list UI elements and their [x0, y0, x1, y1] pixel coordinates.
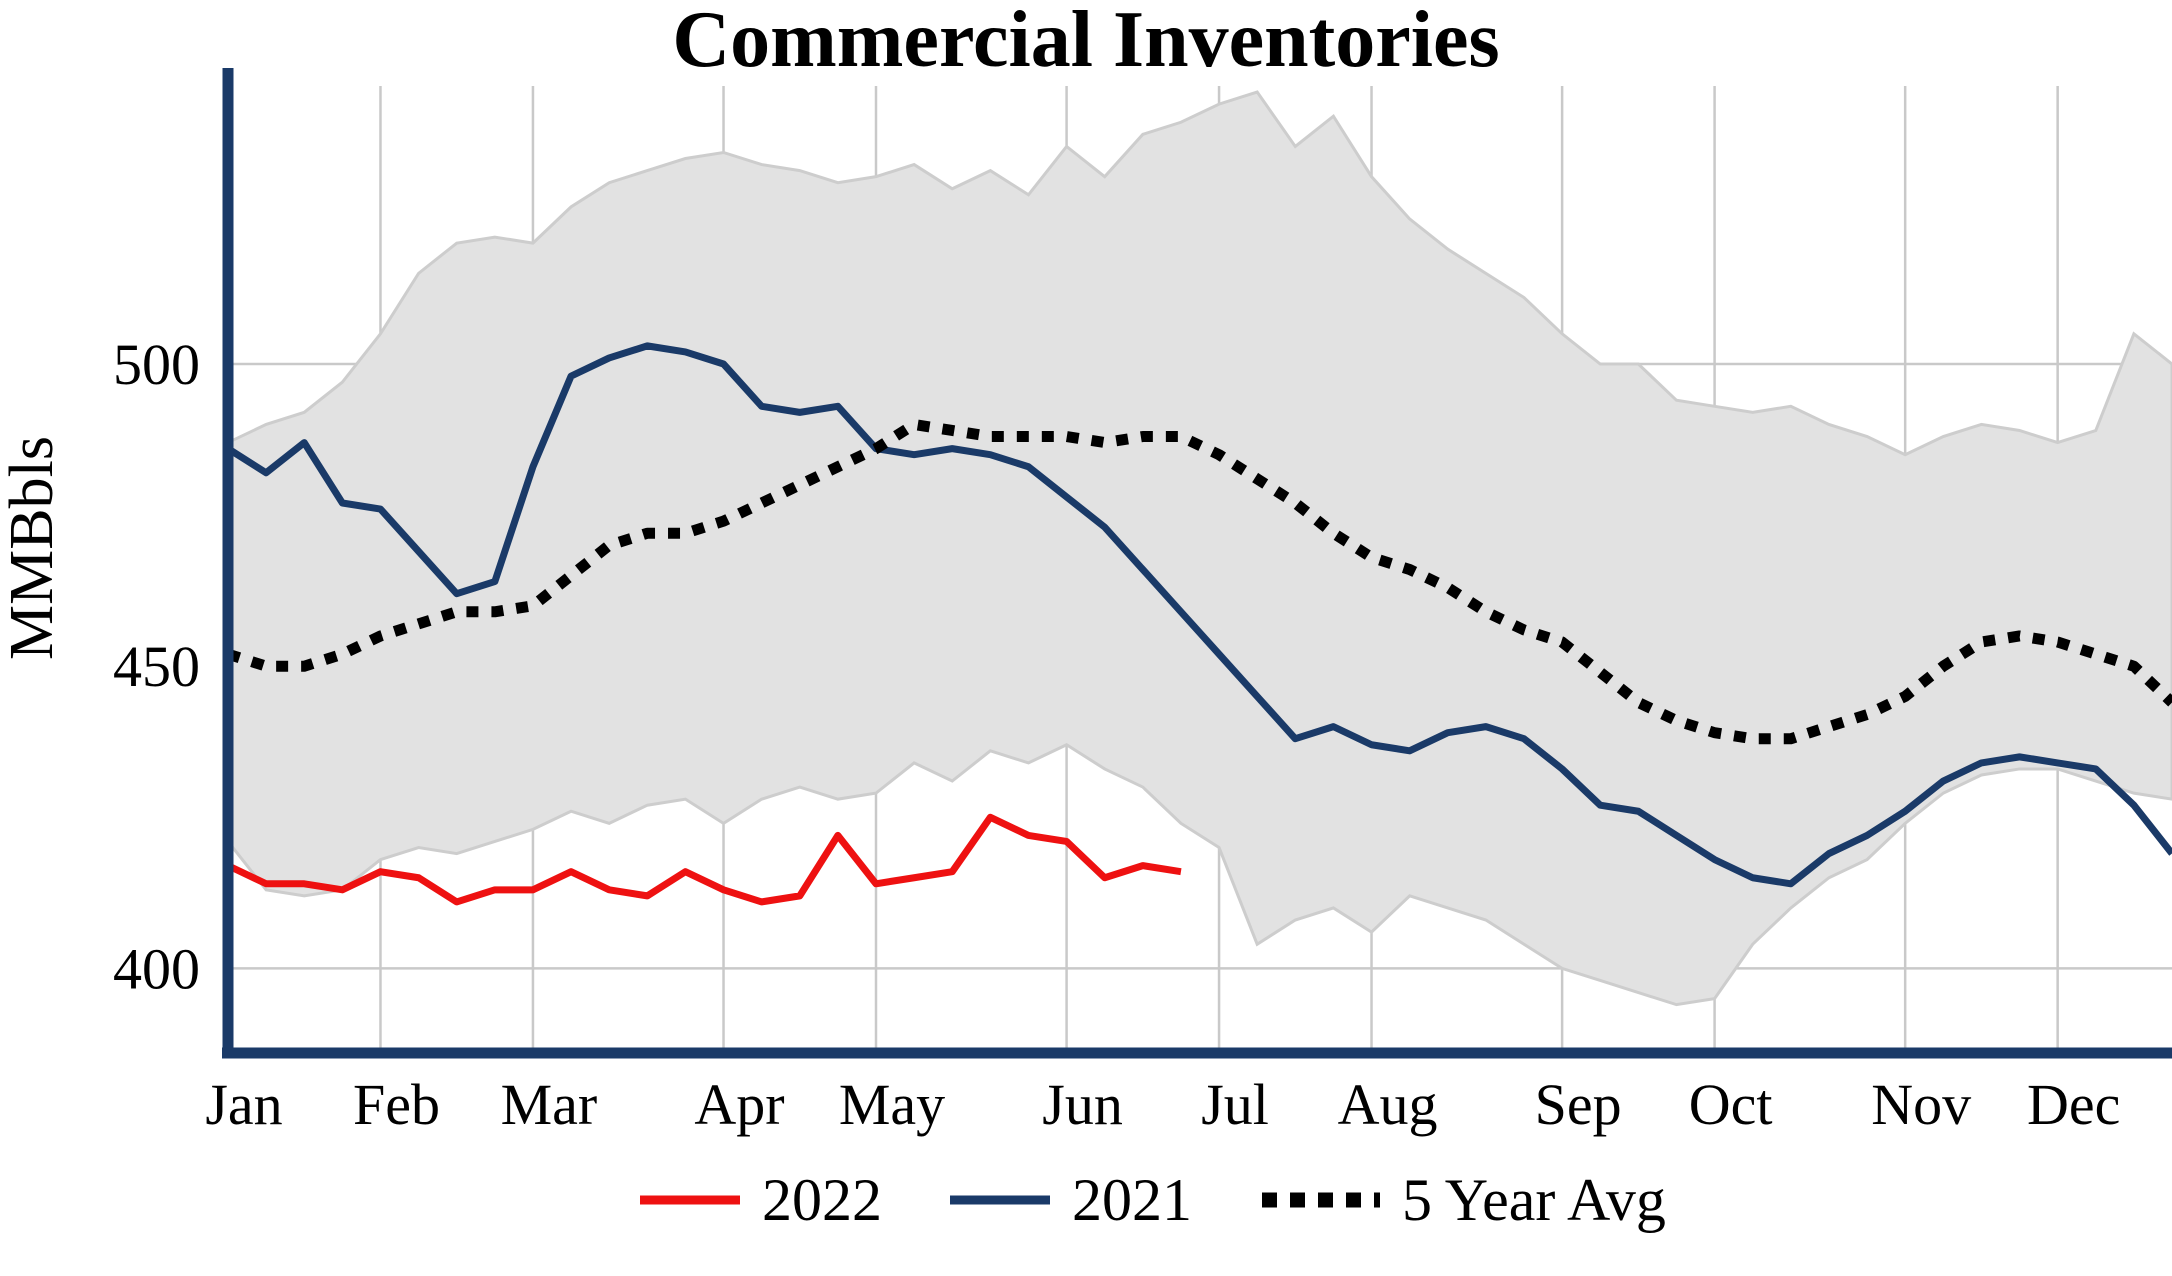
x-tick-label: Feb: [353, 1072, 440, 1137]
x-tick-label: Oct: [1689, 1072, 1773, 1137]
x-tick-label: Jan: [205, 1072, 282, 1137]
y-axis-title: MMBbls: [0, 436, 66, 660]
x-tick-label: May: [839, 1072, 945, 1137]
x-tick-label: Mar: [501, 1072, 598, 1137]
chart-title: Commercial Inventories: [672, 0, 1499, 84]
x-tick-label: Jul: [1201, 1072, 1269, 1137]
line-5-year-avg: [226, 418, 2172, 745]
chart-legend: 2022 2021 5 Year Avg: [640, 1167, 1666, 1233]
y-tick-label: 450: [113, 634, 200, 699]
y-tick-label: 500: [113, 332, 200, 397]
y-tick-label: 400: [113, 936, 200, 1001]
line-2021: [226, 342, 2172, 888]
legend-label-5yr-avg: 5 Year Avg: [1402, 1167, 1666, 1233]
plot-area: 400 450 500 Jan Feb Mar Apr May Jun Jul Aug Sep Oct N…: [113, 68, 2172, 1137]
x-tick-label: Sep: [1535, 1072, 1622, 1137]
band-5-year-range: [226, 90, 2172, 1007]
x-tick-label: Nov: [1871, 1072, 1971, 1137]
x-tick-label: Dec: [2027, 1072, 2120, 1137]
legend-label-2021: 2021: [1072, 1167, 1192, 1233]
line-2022: [226, 813, 1182, 906]
legend-label-2022: 2022: [762, 1167, 882, 1233]
x-tick-label: Jun: [1042, 1072, 1123, 1137]
x-tick-label: Apr: [694, 1072, 784, 1137]
x-tick-label: Aug: [1338, 1072, 1438, 1137]
